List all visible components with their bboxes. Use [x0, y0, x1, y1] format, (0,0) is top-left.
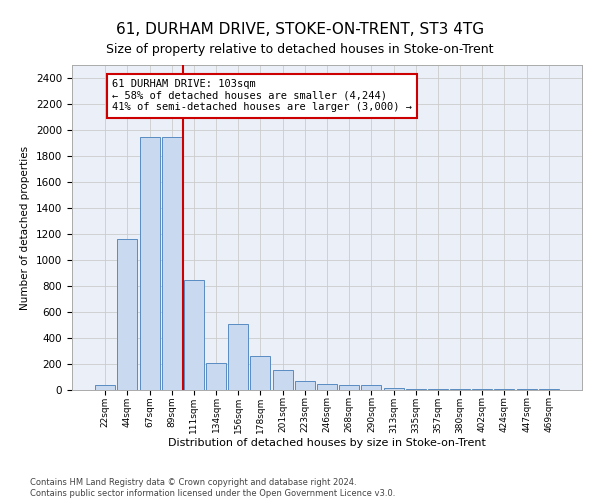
Bar	[361, 386, 382, 390]
Bar	[383, 388, 404, 390]
Text: 61, DURHAM DRIVE, STOKE-ON-TRENT, ST3 4TG: 61, DURHAM DRIVE, STOKE-ON-TRENT, ST3 4T…	[116, 22, 484, 38]
Text: 61 DURHAM DRIVE: 103sqm
← 58% of detached houses are smaller (4,244)
41% of semi: 61 DURHAM DRIVE: 103sqm ← 58% of detache…	[112, 80, 412, 112]
Y-axis label: Number of detached properties: Number of detached properties	[20, 146, 31, 310]
Text: Contains HM Land Registry data © Crown copyright and database right 2024.
Contai: Contains HM Land Registry data © Crown c…	[30, 478, 395, 498]
Bar	[162, 136, 182, 390]
Bar	[118, 239, 137, 390]
X-axis label: Distribution of detached houses by size in Stoke-on-Trent: Distribution of detached houses by size …	[168, 438, 486, 448]
Bar	[184, 280, 204, 390]
Bar	[250, 356, 271, 390]
Bar	[95, 385, 115, 390]
Bar	[339, 385, 359, 390]
Text: Size of property relative to detached houses in Stoke-on-Trent: Size of property relative to detached ho…	[106, 42, 494, 56]
Bar	[206, 362, 226, 390]
Bar	[272, 370, 293, 390]
Bar	[140, 136, 160, 390]
Bar	[228, 324, 248, 390]
Bar	[295, 381, 315, 390]
Bar	[317, 384, 337, 390]
